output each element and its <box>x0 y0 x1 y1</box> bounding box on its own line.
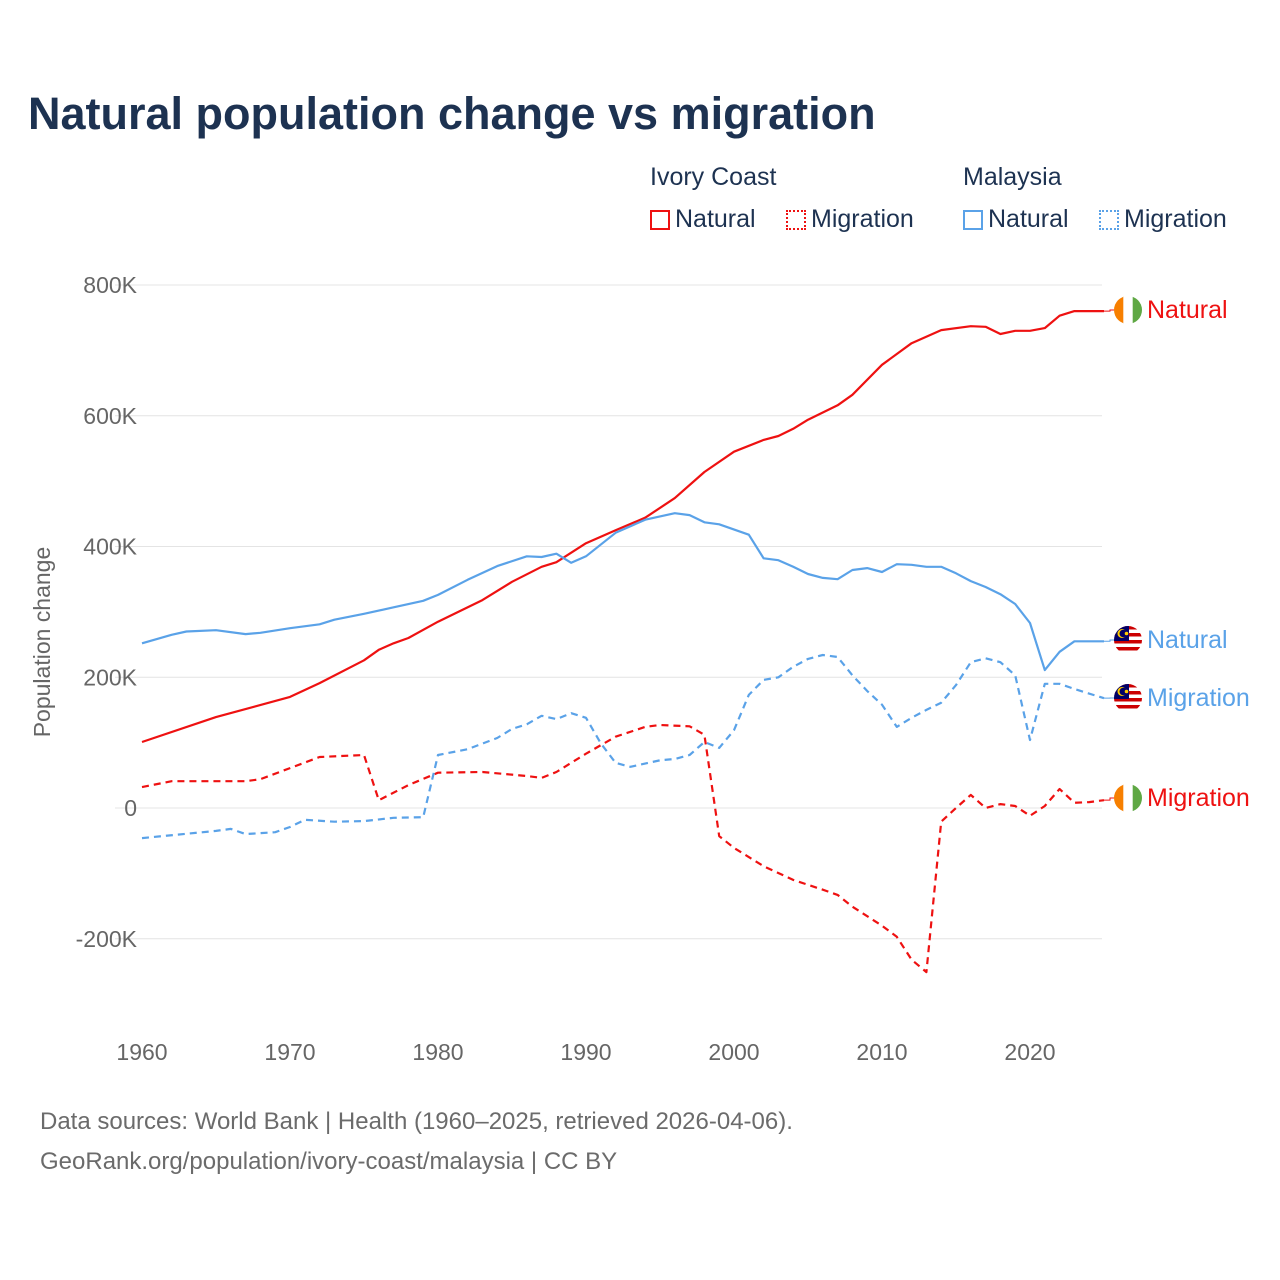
label-leader <box>1104 309 1114 312</box>
series-end-label: Natural <box>1147 626 1228 654</box>
series-end-label: Natural <box>1147 296 1228 324</box>
y-tick-label: 200K <box>83 664 137 690</box>
label-leader <box>1104 797 1114 801</box>
legend-label: Migration <box>811 205 914 233</box>
y-tick-label: 400K <box>83 534 137 560</box>
footer-sources: Data sources: World Bank | Health (1960–… <box>40 1108 793 1135</box>
x-tick-label: 2020 <box>1004 1039 1055 1065</box>
legend-malaysia-migration[interactable]: Migration <box>1099 205 1227 234</box>
y-tick-label: 800K <box>83 272 137 298</box>
legend-malaysia-natural[interactable]: Natural <box>963 205 1069 234</box>
legend-label: Migration <box>1124 205 1227 233</box>
x-tick-label: 1970 <box>264 1039 315 1065</box>
legend-swatch-solid <box>963 209 983 230</box>
x-tick-label: 1960 <box>116 1039 167 1065</box>
ivory-coast-flag-icon <box>1114 784 1142 812</box>
x-tick-label: 1980 <box>412 1039 463 1065</box>
legend-swatch-dotted <box>786 209 806 230</box>
legend-swatch-dotted <box>1099 209 1119 230</box>
series-line-ivory-coast-natural[interactable] <box>141 310 1104 744</box>
legend-label: Natural <box>675 205 756 233</box>
footer-attribution: GeoRank.org/population/ivory-coast/malay… <box>40 1148 618 1175</box>
series-line-malaysia-natural[interactable] <box>141 512 1104 672</box>
series-end-label: Migration <box>1147 684 1250 712</box>
y-tick-label: 0 <box>124 795 137 821</box>
malaysia-flag-icon <box>1114 626 1142 654</box>
legend-ivory-coast-migration[interactable]: Migration <box>786 205 914 234</box>
legend-group-malaysia: Malaysia <box>963 163 1062 191</box>
legend-group-ivory-coast: Ivory Coast <box>650 163 777 191</box>
series-line-malaysia-migration[interactable] <box>141 653 1105 840</box>
chart-title: Natural population change vs migration <box>28 88 876 139</box>
legend-swatch-solid <box>650 209 670 230</box>
series-end-label: Migration <box>1147 784 1250 812</box>
ivory-coast-flag-icon <box>1114 296 1142 324</box>
x-tick-label: 1990 <box>560 1039 611 1065</box>
label-leader <box>1104 639 1114 642</box>
x-tick-label: 2010 <box>856 1039 907 1065</box>
y-tick-label: -200K <box>76 926 138 952</box>
malaysia-flag-icon <box>1114 684 1142 712</box>
x-tick-label: 2000 <box>708 1039 759 1065</box>
legend-ivory-coast-natural[interactable]: Natural <box>650 205 756 234</box>
series-line-ivory-coast-migration[interactable] <box>141 723 1105 974</box>
y-axis-label: Population change <box>29 547 55 738</box>
y-tick-label: 600K <box>83 403 137 429</box>
legend-label: Natural <box>988 205 1069 233</box>
